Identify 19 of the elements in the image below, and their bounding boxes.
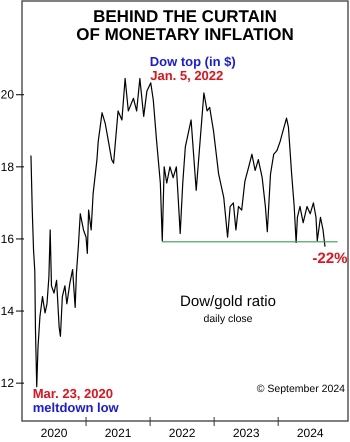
x-tick-label: 2022 <box>168 426 196 440</box>
annotation: Dow/gold ratio <box>180 293 276 310</box>
annotation: meltdown low <box>32 400 120 415</box>
annotation: Dow top (in $) <box>150 54 236 69</box>
annotation: -22% <box>312 250 348 268</box>
x-tick-label: 2024 <box>296 426 324 440</box>
y-tick-label: 16 <box>0 232 14 246</box>
y-tick-label: 12 <box>0 376 14 390</box>
annotation: Mar. 23, 2020 <box>32 386 113 401</box>
y-tick-label: 18 <box>0 160 14 174</box>
x-tick-label: 2023 <box>232 426 260 440</box>
annotation: © September 2024 <box>256 383 346 395</box>
y-tick-label: 20 <box>0 88 14 102</box>
annotation: daily close <box>203 313 253 325</box>
text: BEHIND THE CURTAIN OF MONETARY INFLATION <box>76 7 294 44</box>
annotation: Jan. 5, 2022 <box>150 68 224 83</box>
x-tick-label: 2021 <box>104 426 132 440</box>
y-tick-label: 14 <box>0 304 14 318</box>
x-tick-label: 2020 <box>40 426 68 440</box>
